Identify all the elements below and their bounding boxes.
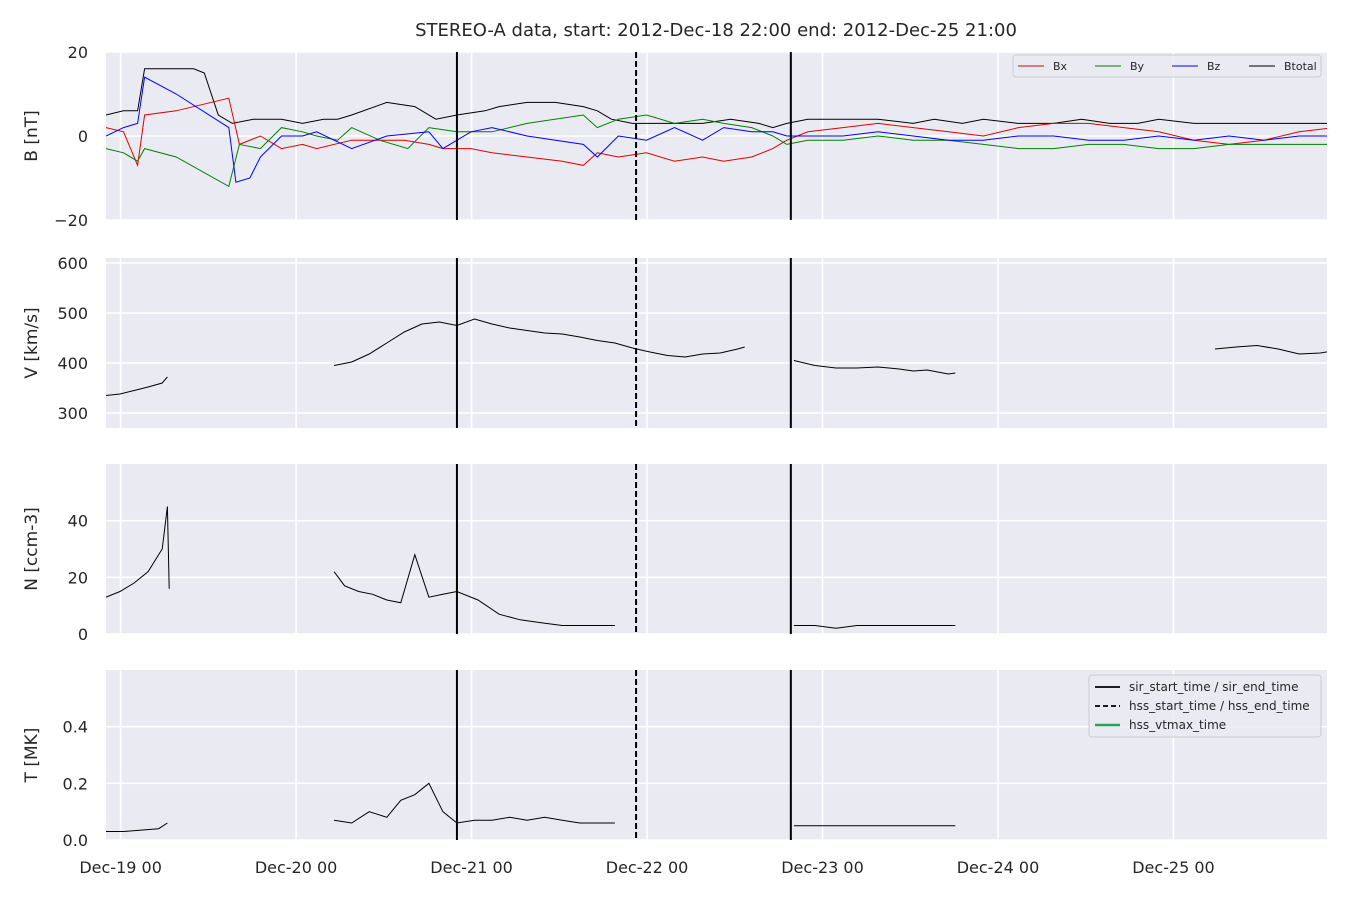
y-tick-label: −20: [54, 211, 88, 230]
chart-title: STEREO-A data, start: 2012-Dec-18 22:00 …: [415, 20, 1017, 41]
legend: Bx By Bz Btotal: [1012, 54, 1322, 78]
y-tick-label: 400: [57, 354, 88, 373]
series-line: [793, 625, 956, 629]
y-tick-label: 0: [78, 625, 88, 644]
series-group: [106, 506, 956, 629]
series-line: [334, 782, 615, 824]
y-tick-label: 600: [57, 254, 88, 273]
y-tick-label: 0: [78, 127, 88, 146]
x-tick-label: Dec-25 00: [1132, 858, 1215, 877]
series-line-btotal: [106, 68, 1327, 129]
y-tick-label: 300: [57, 404, 88, 423]
panel-1: 20 0 −20 B [nT] Bx By Bz Btotal: [22, 43, 1327, 230]
y-tick-label: 40: [68, 512, 88, 531]
x-tick-label: Dec-20 00: [255, 858, 338, 877]
legend-label: Btotal: [1284, 60, 1317, 73]
panel-3: 40 20 0 N [ccm-3]: [22, 464, 1327, 644]
series-line: [793, 360, 956, 375]
x-tick-label: Dec-19 00: [79, 858, 162, 877]
legend-label: hss_start_time / hss_end_time: [1129, 699, 1310, 713]
plot-area: [106, 258, 1327, 428]
plot-area: [106, 464, 1327, 634]
series-line: [106, 506, 170, 598]
series-line-bx: [106, 97, 1327, 168]
series-line: [106, 376, 168, 396]
series-group: [106, 318, 1327, 396]
series-line-bz: [106, 76, 1327, 183]
series-group: [106, 68, 1327, 188]
y-tick-label: 0.4: [63, 718, 88, 737]
y-tick-label: 0.0: [63, 831, 88, 850]
y-axis-label: T [MK]: [22, 728, 42, 784]
y-tick-label: 20: [68, 568, 88, 587]
x-tick-label: Dec-23 00: [781, 858, 864, 877]
x-tick-label: Dec-21 00: [430, 858, 513, 877]
y-tick-label: 0.2: [63, 774, 88, 793]
y-tick-label: 20: [68, 43, 88, 62]
legend-label: sir_start_time / sir_end_time: [1129, 680, 1299, 694]
x-tick-label: Dec-24 00: [957, 858, 1040, 877]
series-group: [106, 782, 956, 832]
legend-label: Bz: [1207, 60, 1221, 73]
panel-2: 600 500 400 300 V [km/s]: [22, 254, 1327, 428]
series-line: [333, 553, 615, 626]
y-axis-label: V [km/s]: [22, 307, 42, 378]
series-line: [334, 318, 745, 366]
x-tick-label: Dec-22 00: [606, 858, 689, 877]
legend: sir_start_time / sir_end_time hss_start_t…: [1088, 674, 1322, 738]
legend-label: By: [1130, 60, 1145, 73]
series-line: [106, 822, 168, 832]
series-line: [1214, 344, 1327, 355]
panel-4: 0.4 0.2 0.0 T [MK] sir_start_time / sir_end_…: [22, 670, 1327, 850]
series-line-by: [106, 114, 1327, 188]
y-tick-label: 500: [57, 304, 88, 323]
y-axis-label: B [nT]: [22, 110, 42, 162]
y-axis-label: N [ccm-3]: [22, 507, 42, 591]
legend-label: hss_vtmax_time: [1129, 718, 1226, 732]
x-axis-tick-labels: Dec-19 00 Dec-20 00 Dec-21 00 Dec-22 00 Dec-…: [79, 858, 1214, 877]
legend-label: Bx: [1053, 60, 1068, 73]
